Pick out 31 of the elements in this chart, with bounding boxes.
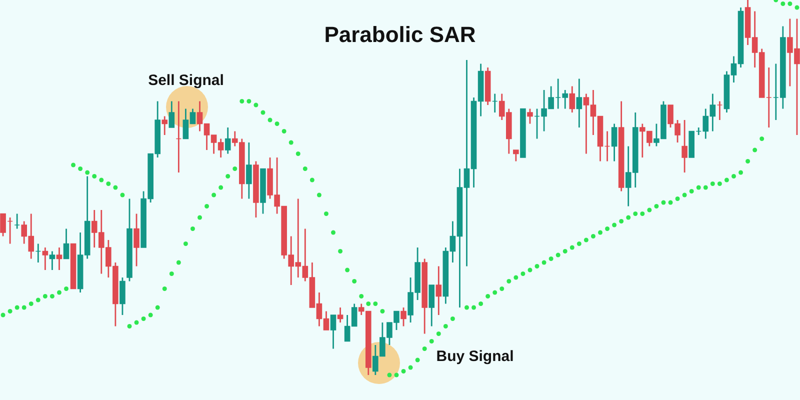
candlestick bbox=[168, 100, 175, 128]
candlestick bbox=[682, 119, 688, 174]
annotation: Buy Signal bbox=[436, 348, 514, 365]
text: Parabolic SAR bbox=[324, 22, 476, 47]
candlestick bbox=[35, 243, 42, 264]
candlestick bbox=[766, 66, 772, 128]
candlestick bbox=[569, 86, 576, 114]
candlestick bbox=[246, 142, 252, 200]
candlestick bbox=[337, 306, 344, 324]
candlestick bbox=[513, 149, 519, 162]
candlestick bbox=[428, 284, 435, 327]
candlestick bbox=[120, 276, 126, 316]
candlestick bbox=[527, 108, 533, 124]
candlestick bbox=[492, 93, 498, 114]
candlestick bbox=[604, 130, 610, 162]
candlestick bbox=[176, 100, 182, 174]
candlestick bbox=[63, 228, 70, 260]
candlestick bbox=[134, 213, 140, 267]
candlestick bbox=[436, 266, 442, 316]
candlestick bbox=[224, 126, 231, 154]
candlestick bbox=[56, 246, 62, 271]
candlestick bbox=[716, 100, 723, 121]
candlestick bbox=[42, 246, 48, 271]
candlestick bbox=[14, 213, 20, 230]
candlestick bbox=[49, 250, 56, 271]
annotation: Sell Signal bbox=[148, 72, 224, 89]
candlestick bbox=[400, 306, 406, 327]
candlestick bbox=[162, 116, 168, 136]
candlestick bbox=[576, 78, 582, 128]
candlestick bbox=[611, 123, 618, 162]
candlestick bbox=[330, 314, 336, 350]
